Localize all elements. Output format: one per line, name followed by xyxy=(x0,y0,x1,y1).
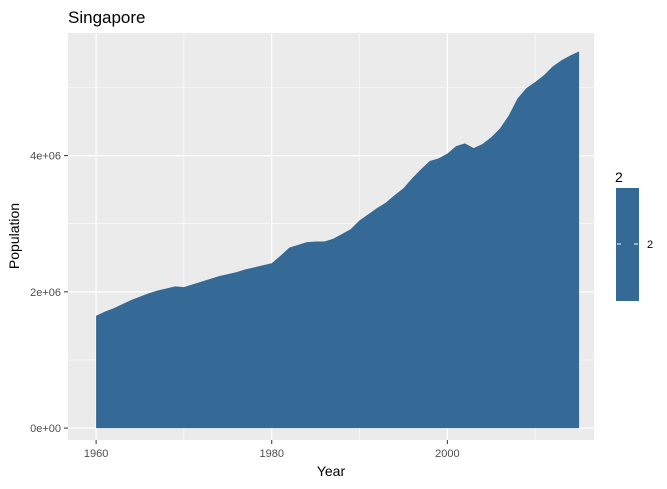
y-tick-label: 4e+06 xyxy=(30,151,61,163)
legend-colorbar xyxy=(616,188,639,301)
legend-title: 2 xyxy=(615,169,623,185)
legend-label: 2 xyxy=(647,239,653,251)
x-axis-label: Year xyxy=(317,463,346,479)
population-area xyxy=(96,51,580,429)
plot-panel xyxy=(68,33,594,440)
x-axis: 1960 1980 2000 xyxy=(84,440,460,460)
y-tick-label: 2e+06 xyxy=(30,287,61,299)
y-tick-label: 0e+00 xyxy=(30,423,61,435)
y-axis-label: Population xyxy=(6,203,22,269)
chart-title: Singapore xyxy=(68,8,146,27)
x-tick-label: 2000 xyxy=(435,448,459,460)
x-tick-label: 1980 xyxy=(259,448,283,460)
y-axis: 0e+00 2e+06 4e+06 xyxy=(30,151,68,435)
x-tick-label: 1960 xyxy=(84,448,108,460)
legend: 2 2 xyxy=(615,169,653,301)
